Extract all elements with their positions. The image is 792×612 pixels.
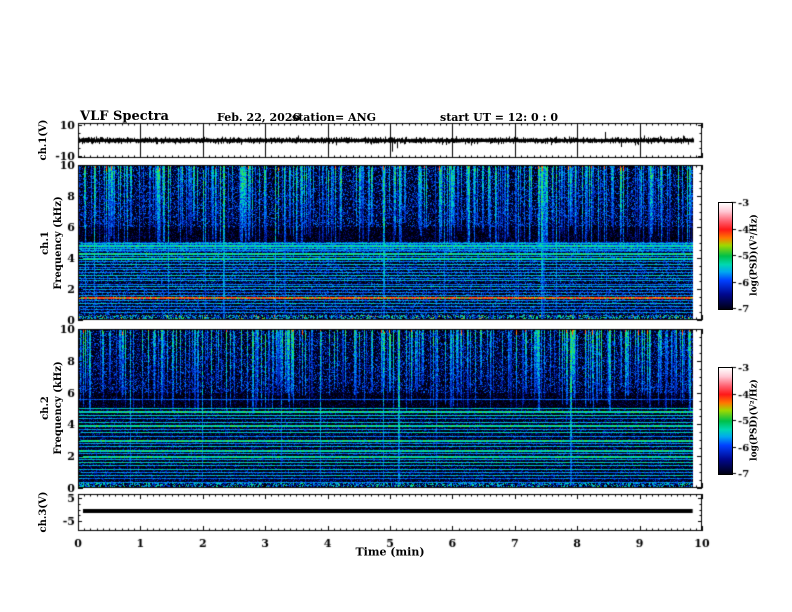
station-label: station= ANG	[292, 111, 377, 124]
ch2-frequency-axis-label: Frequency (kHz)	[53, 361, 64, 455]
ch2-channel-label: ch.2	[40, 396, 51, 420]
ch3-voltage-axis-label: ch.3(V)	[38, 491, 49, 533]
ch1-voltage-axis-label: ch.1(V)	[38, 119, 49, 161]
ch1-channel-label: ch.1	[40, 231, 51, 255]
colorbar-ch1	[718, 202, 733, 310]
colorbar-ch2	[718, 367, 733, 475]
colorbar-ch2-label: log(PSD)(V²/Hz)	[749, 379, 760, 461]
ch1-frequency-axis-label: Frequency (kHz)	[53, 196, 64, 290]
colorbar-ch1-label: log(PSD)(V²/Hz)	[749, 214, 760, 296]
start-time-label: start UT = 12: 0 : 0	[440, 111, 558, 124]
plot-date: Feb. 22, 2026	[217, 111, 301, 124]
time-axis-label: Time (min)	[355, 545, 425, 559]
plot-title: VLF Spectra	[80, 109, 169, 124]
